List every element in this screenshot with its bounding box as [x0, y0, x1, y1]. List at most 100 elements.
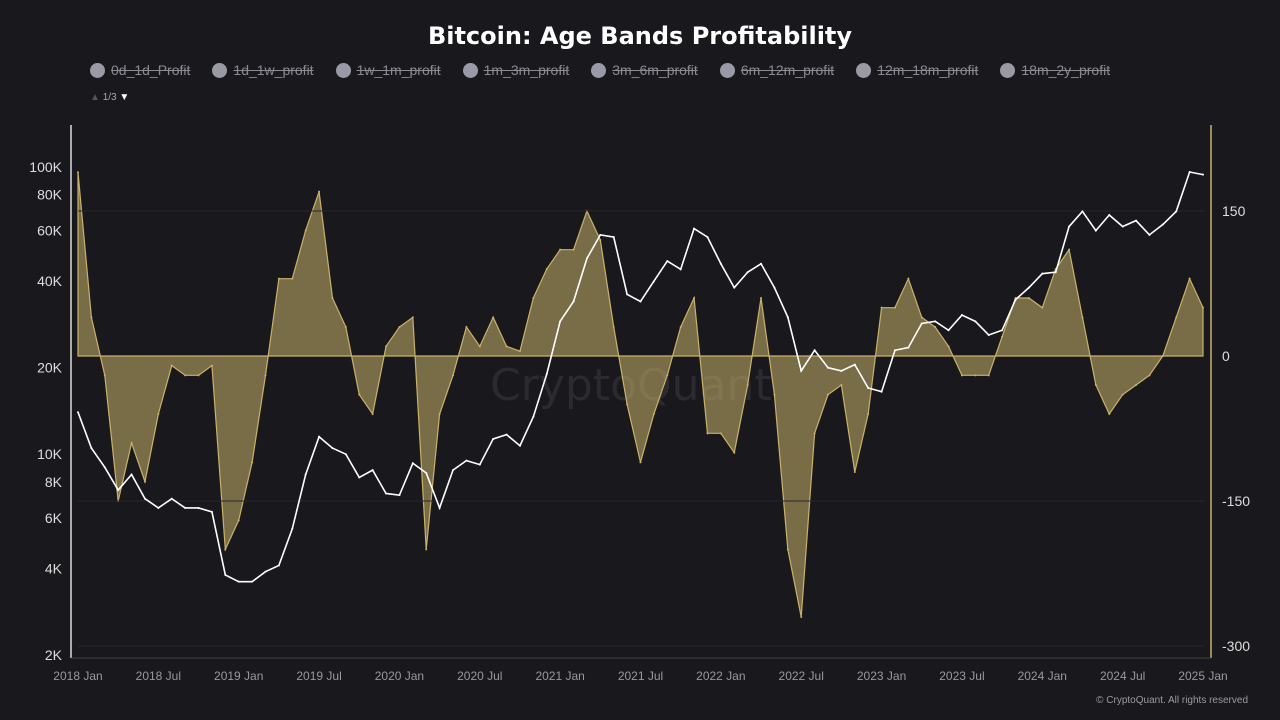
copyright: © CryptoQuant. All rights reserved	[1096, 695, 1248, 706]
profitability-point	[518, 350, 521, 353]
price-point	[987, 333, 990, 336]
legend-marker-icon	[719, 62, 735, 78]
legend-label: 12m_18m_profit	[877, 62, 979, 78]
legend-item[interactable]: 12m_18m_profit	[856, 62, 978, 78]
x-tick-label: 2023 Jan	[857, 669, 906, 683]
profitability-point	[706, 432, 709, 435]
legend-marker-icon	[335, 62, 351, 78]
profitability-point	[277, 277, 280, 280]
legend-next-icon[interactable]: ▼	[119, 92, 130, 103]
price-point	[773, 286, 776, 289]
legend-marker-icon	[212, 62, 228, 78]
legend-item[interactable]: 1d_1w_profit	[212, 62, 314, 78]
profitability-point	[264, 374, 267, 377]
legend-item[interactable]: 1m_3m_profit	[462, 62, 569, 78]
legend-item[interactable]: 3m_6m_profit	[591, 62, 698, 78]
price-point	[1014, 298, 1017, 301]
profitability-point	[1041, 306, 1044, 309]
profitability-series	[77, 171, 1204, 618]
left-tick-label: 6K	[45, 510, 63, 526]
profitability-point	[733, 451, 736, 454]
price-point	[371, 469, 374, 472]
profitability-point	[813, 432, 816, 435]
profitability-point	[1121, 393, 1124, 396]
left-tick-label: 10K	[37, 446, 63, 462]
profitability-point	[492, 316, 495, 319]
price-point	[947, 329, 950, 332]
price-point	[585, 257, 588, 260]
x-tick-label: 2018 Jan	[53, 669, 102, 683]
profitability-point	[143, 480, 146, 483]
price-point	[224, 573, 227, 576]
legend: 0d_1d_Profit 1d_1w_profit 1w_1m_profit 1m_3…	[90, 62, 1110, 78]
price-point	[960, 314, 963, 317]
legend-item[interactable]: 0d_1d_Profit	[90, 62, 190, 78]
price-point	[880, 390, 883, 393]
profitability-point	[505, 345, 508, 348]
profitability-point	[880, 306, 883, 309]
price-point	[197, 506, 200, 509]
profitability-point	[867, 413, 870, 415]
profitability-point	[920, 316, 923, 319]
profitability-point	[572, 248, 575, 251]
price-point	[331, 447, 334, 450]
legend-label: 1w_1m_profit	[356, 62, 441, 78]
price-point	[733, 286, 736, 289]
right-tick-label: 150	[1222, 203, 1246, 219]
legend-prev-icon[interactable]: ▲	[90, 92, 100, 103]
price-point	[706, 236, 709, 239]
profitability-point	[1068, 248, 1071, 251]
profitability-point	[746, 384, 749, 386]
price-point	[746, 271, 749, 274]
price-point	[612, 236, 615, 239]
legend-label: 1d_1w_profit	[233, 62, 314, 78]
x-tick-label: 2025 Jan	[1178, 669, 1227, 683]
profitability-point	[237, 519, 240, 522]
profitability-point	[974, 374, 977, 377]
price-point	[492, 437, 495, 440]
profitability-point	[77, 171, 79, 174]
profitability-point	[371, 413, 374, 415]
price-point	[304, 473, 307, 476]
chart-title: Bitcoin: Age Bands Profitability	[427, 22, 853, 50]
profitability-point	[639, 461, 642, 464]
profitability-area	[77, 172, 1204, 618]
profitability-point	[1161, 355, 1164, 357]
legend-label: 0d_1d_Profit	[111, 62, 191, 78]
price-point	[478, 463, 481, 466]
left-tick-label: 40K	[37, 273, 63, 289]
x-tick-label: 2019 Jul	[296, 669, 341, 683]
price-point	[1188, 170, 1191, 173]
profitability-point	[465, 326, 468, 328]
price-point	[840, 369, 843, 372]
profitability-point	[545, 268, 548, 270]
profitability-point	[251, 461, 254, 464]
price-point	[813, 349, 816, 352]
price-point	[1108, 214, 1111, 217]
profitability-point	[103, 374, 106, 377]
profitability-point	[344, 326, 347, 328]
price-point	[117, 489, 120, 492]
profitability-point	[358, 393, 361, 396]
legend-item[interactable]: 18m_2y_profit	[1000, 62, 1110, 78]
price-point	[867, 386, 870, 389]
profitability-point	[210, 364, 213, 367]
legend-marker-icon	[90, 62, 105, 78]
price-point	[679, 268, 682, 271]
profitability-point	[398, 326, 401, 328]
profitability-point	[304, 229, 307, 232]
profitability-point	[800, 616, 803, 618]
legend-item[interactable]: 6m_12m_profit	[719, 62, 834, 78]
left-tick-label: 20K	[37, 360, 63, 376]
price-point	[1161, 223, 1164, 226]
price-point	[251, 580, 254, 583]
price-point	[170, 497, 173, 500]
x-tick-label: 2020 Jan	[375, 669, 424, 683]
legend-marker-icon	[591, 62, 607, 78]
profitability-point	[666, 374, 669, 377]
price-point	[559, 320, 562, 323]
legend-item[interactable]: 1w_1m_profit	[335, 62, 441, 78]
price-point	[184, 506, 187, 509]
legend-label: 3m_6m_profit	[612, 62, 698, 78]
legend-page: 1/3	[102, 92, 117, 103]
